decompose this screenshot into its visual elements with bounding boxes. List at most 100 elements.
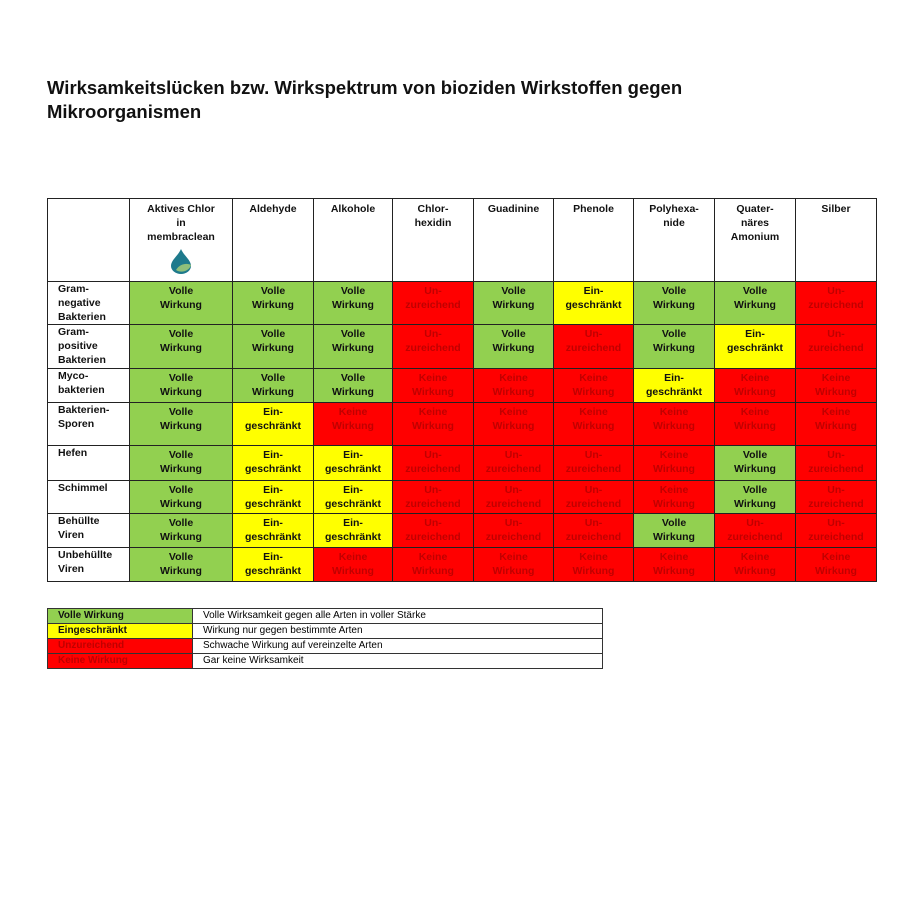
text-line: hexidin: [414, 217, 452, 229]
text-line: Keine: [740, 551, 770, 563]
rating-cell: Ein-geschränkt: [633, 368, 715, 403]
text-line: Wirkung: [160, 463, 202, 475]
rating-cell: Keine Wirkung: [633, 547, 715, 582]
text-line: Ein-: [343, 484, 363, 496]
text-line: Wirkung: [653, 463, 695, 475]
column-header: Guadinine: [473, 198, 554, 282]
text-line: Ein-: [745, 328, 765, 340]
text-line: Un-: [584, 484, 603, 496]
text-line: zureichend: [405, 498, 461, 510]
text-line: Volle: [168, 517, 194, 529]
rating-cell: Ein-geschränkt: [313, 480, 393, 514]
rating-cell: Keine Wirkung: [633, 402, 715, 446]
text-line: Volle: [168, 449, 194, 461]
column-header: Chlor-hexidin: [392, 198, 474, 282]
table-row: Behüllte Viren Volle Wirkung Ein-geschränkt E…: [47, 513, 877, 548]
rating-cell: Keine Wirkung: [795, 402, 877, 446]
text-line: Polyhexa-: [649, 203, 699, 215]
rating-cell: Un-zureichend: [392, 324, 474, 369]
page-title: Wirksamkeitslücken bzw. Wirkspektrum von…: [47, 77, 683, 122]
text-line: Wirkung: [492, 299, 535, 311]
text-line: Amonium: [730, 231, 780, 243]
text-line: Keine: [499, 406, 528, 418]
text-line: geschränkt: [324, 463, 382, 475]
legend-description: Schwache Wirkung auf vereinzelte Arten: [192, 638, 603, 654]
rating-cell: Keine Wirkung: [553, 402, 634, 446]
text-line: Keine: [338, 551, 368, 563]
text-line: Wirkung: [160, 565, 202, 577]
rating-cell: Volle Wirkung: [313, 324, 393, 369]
rating-cell: Keine Wirkung: [473, 547, 554, 582]
legend-description: Gar keine Wirksamkeit: [192, 653, 603, 669]
rating-cell: Keine Wirkung: [633, 480, 715, 514]
rating-cell: Ein-geschränkt: [553, 281, 634, 325]
text-line: Un-: [424, 328, 442, 340]
rating-cell: Un-zureichend: [714, 513, 796, 548]
table-row: Gram-negative Bakterien Volle Wirkung Volle W…: [47, 281, 877, 325]
text-line: Wirkung: [734, 565, 776, 577]
rating-cell: Un-zureichend: [473, 513, 554, 548]
text-line: Chlor-: [417, 203, 449, 215]
legend-row: Unzureichend Schwache Wirkung auf vereinz…: [47, 638, 603, 654]
text-line: Wirkung: [412, 565, 454, 577]
text-line: Ein-: [664, 372, 684, 384]
text-line: zureichend: [485, 463, 542, 475]
text-line: Un-: [424, 517, 442, 529]
rating-cell: Un-zureichend: [795, 445, 877, 481]
legend: Volle Wirkung Volle Wirksamkeit gegen all…: [47, 608, 603, 669]
text-line: Un-: [827, 484, 845, 496]
text-line: Viren: [58, 529, 85, 541]
text-line: Schimmel: [58, 482, 108, 494]
text-line: Un-: [584, 517, 603, 529]
legend-description: Volle Wirksamkeit gegen alle Arten in vo…: [192, 608, 603, 624]
rating-cell: Un-zureichend: [795, 513, 877, 548]
text-line: bakterien: [58, 384, 105, 396]
text-line: Un-: [827, 449, 845, 461]
text-line: zureichend: [565, 463, 622, 475]
text-line: in: [176, 217, 186, 229]
text-line: Wirkung: [332, 342, 374, 354]
text-line: Wirkung: [160, 531, 202, 543]
rating-cell: Keine Wirkung: [313, 402, 393, 446]
rating-cell: Volle Wirkung: [232, 324, 314, 369]
text-line: Keine: [579, 406, 608, 418]
text-line: Ein-: [263, 551, 283, 563]
text-line: Volle: [742, 449, 768, 461]
text-line: Keine: [740, 372, 770, 384]
rating-cell: Keine Wirkung: [714, 368, 796, 403]
row-label: Unbehüllte Viren: [47, 547, 130, 582]
text-line: Ein-: [263, 449, 283, 461]
text-line: geschränkt: [244, 463, 302, 475]
rating-cell: Volle Wirkung: [313, 368, 393, 403]
text-line: geschränkt: [244, 531, 302, 543]
text-line: Wirkung: [252, 299, 294, 311]
text-line: Un-: [827, 285, 845, 297]
text-line: Bakterien: [58, 311, 106, 323]
legend-row: Keine Wirkung Gar keine Wirksamkeit: [47, 653, 603, 669]
rating-cell: Volle Wirkung: [313, 281, 393, 325]
text-line: Un-: [504, 484, 523, 496]
rating-cell: Volle Wirkung: [633, 281, 715, 325]
table-row: Unbehüllte Viren Volle Wirkung Ein-geschränk…: [47, 547, 877, 582]
legend-description: Wirkung nur gegen bestimmte Arten: [192, 623, 603, 639]
rating-cell: Ein-geschränkt: [313, 445, 393, 481]
rating-cell: Keine Wirkung: [633, 445, 715, 481]
text-line: zureichend: [485, 498, 542, 510]
text-line: zureichend: [405, 299, 461, 311]
rating-cell: Keine Wirkung: [392, 547, 474, 582]
text-line: Keine: [821, 406, 851, 418]
text-line: Volle: [168, 484, 194, 496]
text-line: zureichend: [565, 531, 622, 543]
text-line: Wirkung: [653, 531, 695, 543]
text-line: geschränkt: [244, 420, 302, 432]
column-header: Phenole: [553, 198, 634, 282]
text-line: geschränkt: [324, 531, 382, 543]
column-header: Aktives Chlor in membraclean: [129, 198, 233, 282]
rating-cell: Un-zureichend: [795, 480, 877, 514]
text-line: Ein-: [343, 517, 363, 529]
text-line: zureichend: [405, 342, 461, 354]
text-line: Wirkung: [252, 342, 294, 354]
text-line: geschränkt: [244, 565, 302, 577]
rating-cell: Volle Wirkung: [129, 281, 233, 325]
text-line: Keine: [338, 406, 368, 418]
